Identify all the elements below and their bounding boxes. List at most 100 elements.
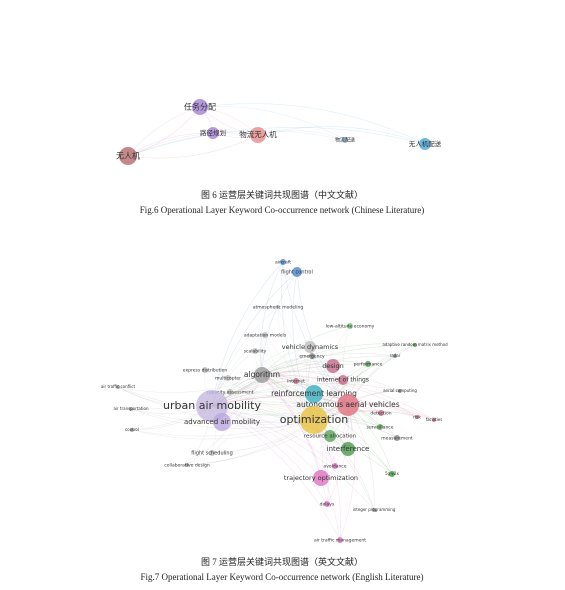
edge bbox=[282, 261, 349, 406]
edge bbox=[186, 374, 263, 466]
node bbox=[130, 428, 134, 432]
edge bbox=[261, 370, 344, 381]
node-label: 物流无人机 bbox=[239, 129, 277, 139]
edge bbox=[260, 261, 284, 376]
edge bbox=[264, 334, 349, 406]
node-label: resource allocation bbox=[304, 434, 357, 440]
node-label: 无人机 bbox=[116, 151, 140, 161]
edge bbox=[339, 404, 355, 541]
edge bbox=[211, 401, 381, 428]
node-label: avoidance bbox=[323, 464, 346, 470]
node-label: detection bbox=[370, 411, 391, 417]
node-label: surveillance bbox=[366, 425, 393, 431]
node bbox=[293, 378, 299, 384]
node bbox=[324, 430, 336, 442]
edge bbox=[211, 344, 416, 407]
node bbox=[119, 147, 137, 165]
node bbox=[342, 137, 348, 143]
node bbox=[389, 471, 395, 477]
edge bbox=[261, 343, 416, 376]
node bbox=[372, 508, 376, 512]
node bbox=[116, 385, 120, 389]
edge bbox=[254, 350, 349, 406]
node bbox=[393, 354, 397, 358]
edge bbox=[221, 404, 349, 426]
edge bbox=[211, 405, 328, 505]
node bbox=[432, 418, 436, 422]
node-label: air traffic management bbox=[314, 538, 366, 544]
edge bbox=[257, 130, 346, 141]
edge bbox=[261, 374, 322, 479]
node bbox=[225, 375, 231, 381]
node bbox=[252, 348, 258, 354]
edge bbox=[229, 391, 349, 409]
edge bbox=[127, 127, 426, 157]
node-label: adaptive random matrix method bbox=[382, 342, 448, 347]
caption-zh: 图 7 运营层关键词共现图谱（英文文献） bbox=[201, 556, 363, 567]
node bbox=[338, 375, 348, 385]
edge bbox=[211, 405, 341, 541]
node-label: adaptation models bbox=[244, 333, 287, 339]
node-label: optimization bbox=[280, 413, 348, 426]
edge bbox=[211, 325, 351, 407]
node-label: express distribution bbox=[183, 368, 228, 374]
node-label: internet bbox=[287, 379, 305, 385]
node-label: reinforcement learning bbox=[271, 389, 357, 398]
node-label: flight scheduling bbox=[191, 451, 233, 457]
node bbox=[227, 389, 233, 395]
caption-en: Fig.7 Operational Layer Keyword Co-occur… bbox=[141, 572, 424, 582]
edge bbox=[127, 130, 346, 157]
node-label: advanced air mobility bbox=[184, 418, 260, 426]
edge bbox=[292, 271, 315, 421]
edge bbox=[117, 374, 263, 393]
node-label: air transportation bbox=[113, 406, 149, 411]
edge bbox=[261, 374, 382, 414]
node-label: 无人机配送 bbox=[409, 139, 442, 148]
node-label: aircraft bbox=[275, 260, 291, 266]
edge bbox=[261, 360, 369, 376]
node bbox=[337, 537, 343, 543]
edge bbox=[211, 261, 284, 407]
node-label: aerial computing bbox=[383, 388, 417, 393]
node bbox=[185, 463, 189, 467]
node bbox=[313, 470, 329, 486]
node bbox=[394, 435, 400, 441]
node-label: atmospheric modeling bbox=[253, 305, 304, 311]
node-label: performance bbox=[354, 362, 383, 368]
node-label: internet of things bbox=[317, 377, 369, 384]
edge bbox=[261, 374, 328, 505]
edge bbox=[261, 271, 298, 376]
edge bbox=[211, 363, 369, 407]
node-label: design bbox=[322, 362, 344, 370]
node bbox=[300, 406, 328, 434]
edge bbox=[347, 344, 416, 406]
node bbox=[213, 413, 231, 431]
edge bbox=[261, 374, 393, 475]
node bbox=[378, 410, 384, 416]
node bbox=[209, 450, 215, 456]
node bbox=[262, 332, 268, 338]
edge bbox=[186, 404, 349, 466]
node bbox=[332, 463, 338, 469]
node bbox=[280, 259, 286, 265]
node-label: flight control bbox=[281, 270, 313, 276]
node-label: interference bbox=[327, 445, 370, 453]
node-label: risk bbox=[413, 415, 421, 421]
edge bbox=[313, 344, 416, 421]
node bbox=[129, 407, 133, 411]
node bbox=[337, 394, 359, 416]
node-label: integer programming bbox=[353, 507, 396, 512]
edge bbox=[211, 404, 349, 454]
edge bbox=[199, 103, 426, 145]
edge bbox=[211, 355, 396, 407]
edge bbox=[131, 419, 315, 440]
edge bbox=[261, 374, 381, 428]
node bbox=[419, 138, 431, 150]
edge bbox=[127, 106, 201, 157]
node bbox=[304, 341, 316, 353]
node-label: algorithm bbox=[244, 370, 280, 379]
edge bbox=[127, 134, 259, 159]
edge bbox=[227, 377, 349, 406]
